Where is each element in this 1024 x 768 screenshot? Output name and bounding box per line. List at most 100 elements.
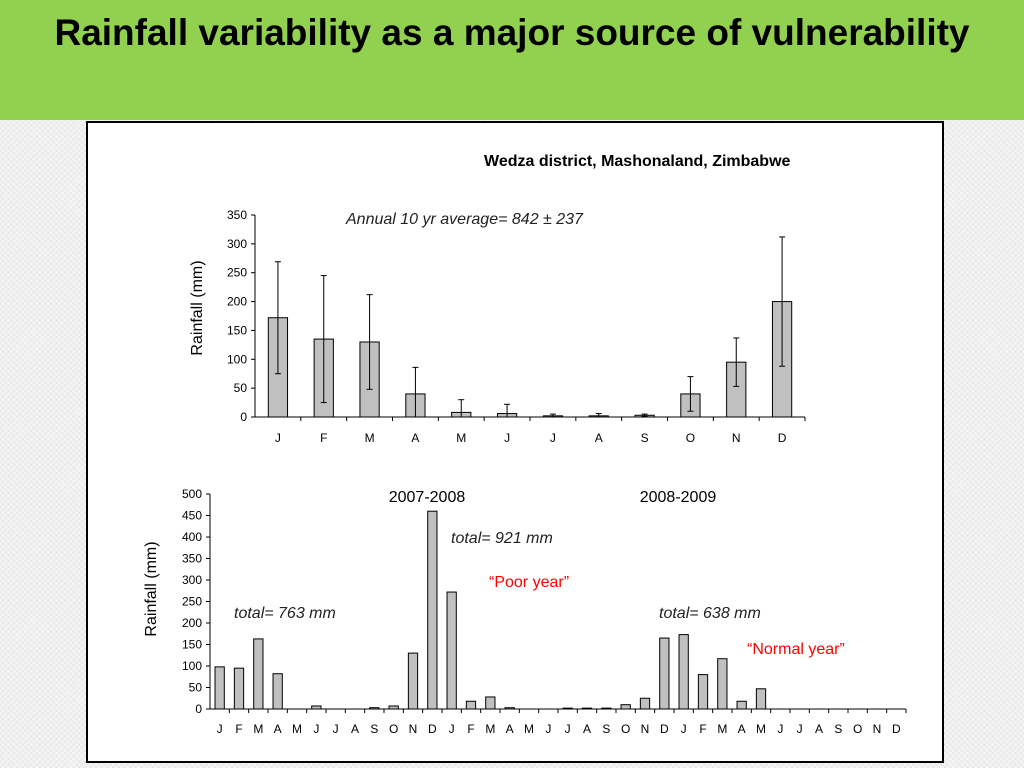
bottom-chart-bar — [465, 700, 477, 710]
bottom-chart-x-tick-label: M — [485, 722, 495, 736]
bottom-chart-bar — [427, 510, 438, 710]
bottom-chart-x-tick-label: J — [565, 722, 571, 736]
bottom-chart-x-tick-label: O — [621, 722, 630, 736]
top-chart-x-tick-label: J — [550, 431, 556, 445]
bottom-chart-y-tick-label: 100 — [182, 659, 202, 673]
top-chart-ylabel: Rainfall (mm) — [189, 260, 206, 355]
bottom-chart-x-tick-label: J — [545, 722, 551, 736]
bottom-chart-bar — [388, 705, 399, 710]
bottom-chart-bar — [717, 658, 728, 710]
bottom-chart-bar — [311, 705, 322, 710]
bottom-chart-bar — [755, 688, 767, 710]
normal-year-annotation: “Normal year” — [747, 641, 845, 658]
bottom-chart-x-tick-label: J — [797, 722, 803, 736]
bottom-chart-bar — [446, 591, 457, 710]
bottom-chart-x-tick-label: J — [313, 722, 319, 736]
bottom-chart-bar — [697, 674, 709, 710]
top-chart-y-tick-label: 100 — [227, 352, 247, 366]
bottom-chart-y-tick-label: 400 — [182, 530, 202, 544]
bottom-chart-y-tick-label: 0 — [195, 702, 202, 716]
top-chart-annotation: Annual 10 yr average= 842 ± 237 — [345, 211, 584, 228]
bottom-chart-x-tick-label: S — [834, 722, 842, 736]
total-763-annotation: total= 763 mm — [234, 605, 336, 622]
rainfall-figure: Wedza district, Mashonaland, Zimbabwe An… — [143, 153, 907, 736]
top-chart-x-tick-label: O — [686, 431, 695, 445]
figure-panel: Wedza district, Mashonaland, Zimbabwe An… — [86, 121, 944, 763]
bottom-chart-bar — [253, 638, 264, 710]
top-chart-y-tick-label: 50 — [234, 381, 248, 395]
top-chart-x-tick-label: A — [411, 431, 419, 445]
top-chart-x-tick-label: D — [778, 431, 787, 445]
bottom-chart-bar — [639, 697, 651, 710]
bottom-chart-x-tick-label: O — [853, 722, 862, 736]
bottom-chart-x-tick-label: J — [777, 722, 783, 736]
top-chart-x-tick-label: A — [595, 431, 603, 445]
bottom-chart-y-tick-label: 150 — [182, 638, 202, 652]
top-chart-x-tick-label: F — [320, 431, 327, 445]
top-chart-x-tick-label: M — [456, 431, 466, 445]
bottom-chart-x-tick-label: S — [370, 722, 378, 736]
bottom-chart-x-tick-label: M — [253, 722, 263, 736]
bottom-chart-x-tick-label: J — [449, 722, 455, 736]
bottom-chart-bar — [214, 666, 225, 710]
bottom-chart-bar — [407, 652, 419, 710]
top-chart-y-tick-label: 0 — [240, 410, 247, 424]
bottom-chart-y-tick-label: 250 — [182, 595, 202, 609]
bottom-chart-bar — [736, 700, 747, 710]
bottom-chart-x-tick-label: A — [815, 722, 823, 736]
bottom-chart-x-tick-label: M — [292, 722, 302, 736]
bottom-chart-x-tick-label: M — [756, 722, 766, 736]
bottom-chart-y-tick-label: 300 — [182, 573, 202, 587]
bottom-chart-x-tick-label: O — [389, 722, 398, 736]
slide-title: Rainfall variability as a major source o… — [54, 12, 970, 53]
bottom-chart-x-tick-label: A — [738, 722, 746, 736]
bottom-chart-x-tick-label: A — [506, 722, 514, 736]
bottom-chart-y-tick-label: 50 — [189, 681, 203, 695]
top-chart-x-tick-label: S — [641, 431, 649, 445]
bottom-chart-x-tick-label: A — [274, 722, 282, 736]
bottom-chart-x-tick-label: J — [681, 722, 687, 736]
top-chart-y-tick-label: 350 — [227, 208, 247, 222]
bottom-chart-bar — [581, 707, 593, 710]
poor-year-annotation: “Poor year” — [489, 574, 569, 591]
title-band — [0, 0, 1024, 120]
bottom-chart-y-tick-label: 350 — [182, 552, 202, 566]
bottom-chart-y-tick-label: 200 — [182, 616, 202, 630]
bottom-chart-x-tick-label: A — [351, 722, 359, 736]
bottom-chart-x-tick-label: N — [409, 722, 418, 736]
bottom-chart-bar — [485, 696, 496, 710]
bottom-chart-bar — [233, 667, 245, 710]
bottom-chart-x-tick-label: D — [428, 722, 437, 736]
bottom-chart-bar — [620, 704, 631, 710]
top-chart: 0 50 100 150 200 250 300 350 J F M A M J J A S O N D — [227, 208, 806, 445]
bottom-chart-bar — [504, 707, 515, 710]
bottom-chart-x-tick-label: N — [641, 722, 650, 736]
bottom-chart-x-tick-label: M — [524, 722, 534, 736]
top-chart-x-tick-label: J — [504, 431, 510, 445]
top-chart-x-tick-label: M — [365, 431, 375, 445]
bottom-chart-x-tick-label: N — [873, 722, 882, 736]
bottom-chart-x-tick-label: F — [699, 722, 706, 736]
bottom-chart-x-tick-label: F — [235, 722, 242, 736]
bottom-chart-y-tick-label: 450 — [182, 509, 202, 523]
bottom-chart-x-tick-label: M — [717, 722, 727, 736]
bottom-chart-x-tick-label: D — [660, 722, 669, 736]
bottom-chart-bar — [601, 707, 612, 710]
top-chart-y-tick-label: 200 — [227, 295, 247, 309]
total-638-annotation: total= 638 mm — [659, 605, 761, 622]
bottom-chart-bar — [659, 637, 670, 710]
bottom-chart-x-tick-label: D — [892, 722, 901, 736]
total-921-annotation: total= 921 mm — [451, 530, 553, 547]
bottom-chart-x-tick-label: A — [583, 722, 591, 736]
bottom-chart-x-tick-label: J — [217, 722, 223, 736]
bottom-chart-x-tick-label: F — [467, 722, 474, 736]
top-chart-y-tick-label: 150 — [227, 323, 247, 337]
bottom-chart-ylabel: Rainfall (mm) — [143, 541, 160, 636]
top-chart-y-tick-label: 250 — [227, 266, 247, 280]
top-chart-x-tick-label: N — [732, 431, 741, 445]
top-chart-title: Wedza district, Mashonaland, Zimbabwe — [484, 153, 791, 170]
bottom-chart-bar — [272, 673, 283, 710]
bottom-chart-bar — [678, 634, 689, 710]
top-chart-y-tick-label: 300 — [227, 237, 247, 251]
